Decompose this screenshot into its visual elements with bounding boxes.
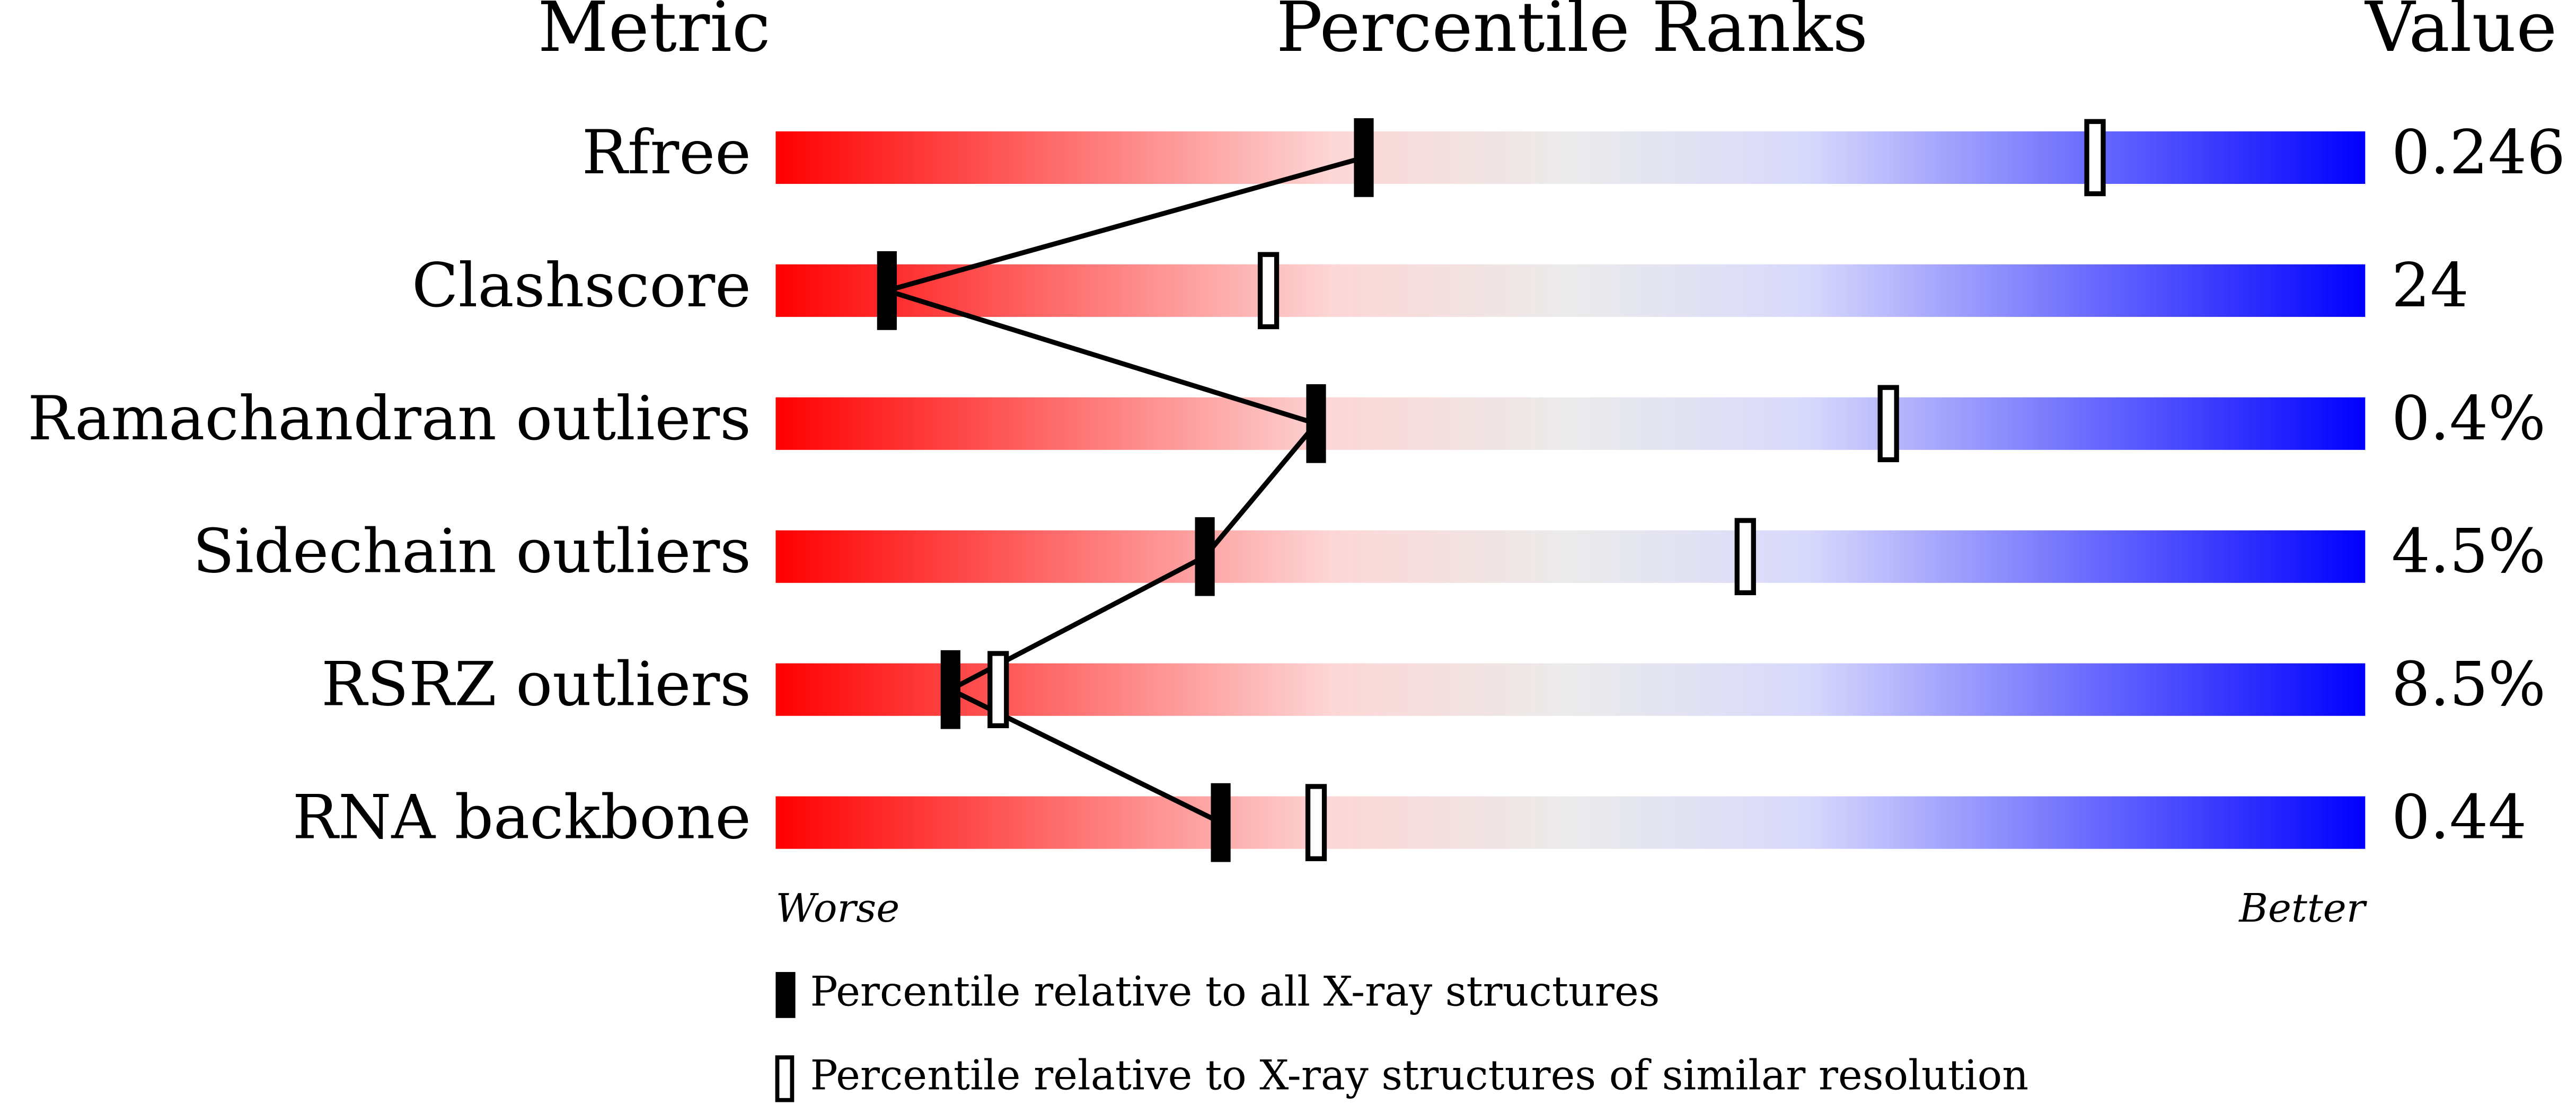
metric-label: Sidechain outliers (193, 517, 751, 587)
percentile-marker (940, 650, 960, 729)
gradient-bar (775, 397, 2366, 450)
header: Value (2364, 0, 2557, 67)
percentile-marker-open (987, 651, 1009, 728)
x-axis-label: Worse (775, 885, 899, 931)
metric-value: 0.246 (2392, 118, 2565, 188)
percentile-marker-open (2084, 119, 2106, 197)
legend-marker (775, 972, 796, 1018)
percentile-marker-open (1734, 518, 1756, 596)
gradient-bar (775, 264, 2366, 317)
metric-label: Rfree (582, 118, 751, 188)
percentile-marker (877, 251, 897, 330)
metric-value: 4.5% (2392, 517, 2546, 587)
percentile-marker (1211, 783, 1231, 862)
metric-label: Ramachandran outliers (28, 384, 751, 454)
header: Metric (538, 0, 771, 67)
metric-label: RSRZ outliers (321, 650, 751, 720)
gradient-bar (775, 530, 2366, 583)
gradient-bar (775, 796, 2366, 849)
metric-label: Clashscore (412, 251, 751, 321)
metric-value: 8.5% (2392, 650, 2546, 720)
gradient-bar (775, 131, 2366, 184)
percentile-marker-open (1305, 784, 1327, 861)
x-axis-label: Better (2238, 885, 2367, 931)
legend-marker (775, 1055, 795, 1102)
metric-value: 24 (2392, 251, 2469, 321)
legend-label: Percentile relative to all X-ray structu… (810, 968, 1660, 1015)
percentile-marker-open (1877, 385, 1899, 463)
percentile-marker (1195, 517, 1215, 596)
metric-label: RNA backbone (293, 783, 751, 853)
metric-value: 0.4% (2392, 384, 2546, 454)
legend-label: Percentile relative to X-ray structures … (810, 1051, 2028, 1099)
percentile-marker-open (1257, 252, 1280, 330)
percentile-marker (1354, 118, 1374, 197)
percentile-marker (1306, 384, 1326, 463)
gradient-bar (775, 663, 2366, 716)
header: Percentile Ranks (1276, 0, 1868, 67)
metric-value: 0.44 (2392, 783, 2527, 853)
